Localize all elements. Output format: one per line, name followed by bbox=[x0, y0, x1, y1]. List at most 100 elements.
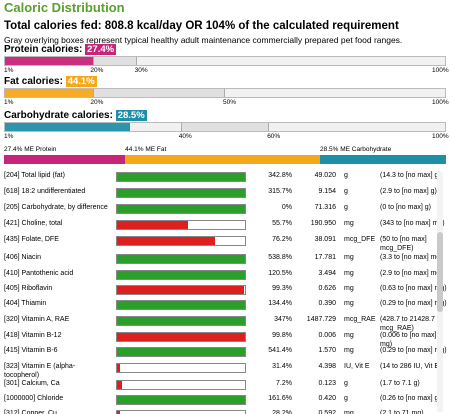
nutrient-range: (3.3 to [no max] mg) bbox=[380, 254, 443, 261]
nutrient-bar-fill bbox=[117, 221, 189, 229]
nutrient-unit: mg bbox=[344, 285, 354, 292]
nutrient-range: (2.9 to [no max] mg) bbox=[380, 270, 443, 277]
nutrient-range: (1.7 to 7.1 g) bbox=[380, 380, 420, 387]
nutrient-unit: mg bbox=[344, 332, 354, 339]
ratio-segment bbox=[320, 155, 446, 164]
typical-range-box bbox=[93, 57, 137, 65]
nutrient-range: (0.26 to [no max] g) bbox=[380, 395, 441, 402]
nutrient-bar bbox=[116, 363, 246, 373]
macro-bar-track bbox=[4, 122, 446, 132]
nutrient-bar bbox=[116, 316, 246, 326]
nutrient-name: [418] Vitamin B-12 bbox=[4, 332, 62, 339]
section-label-text: Carbohydrate calories: bbox=[4, 110, 116, 121]
nutrient-range: (0 to [no max] g) bbox=[380, 204, 431, 211]
nutrient-range: (0.29 to [no max] mg) bbox=[380, 347, 447, 354]
nutrient-percent: 541.4% bbox=[268, 347, 292, 354]
axis-tick-label: 30% bbox=[134, 67, 148, 74]
section-label: Carbohydrate calories: 28.5% bbox=[4, 110, 147, 121]
nutrient-amount: 3.494 bbox=[318, 270, 336, 277]
nutrient-percent: 99.8% bbox=[272, 332, 292, 339]
nutrient-unit: g bbox=[344, 188, 348, 195]
nutrient-percent: 7.2% bbox=[276, 380, 292, 387]
calorie-summary: Total calories fed: 808.8 kcal/day OR 10… bbox=[4, 20, 399, 32]
nutrient-bar bbox=[116, 332, 246, 342]
nutrient-range: (2.9 to [no max] g) bbox=[380, 188, 437, 195]
nutrient-unit: g bbox=[344, 172, 348, 179]
nutrient-percent: 55.7% bbox=[272, 220, 292, 227]
nutrient-bar-fill bbox=[117, 317, 245, 325]
macro-bar-fill bbox=[5, 57, 126, 65]
ratio-label: 27.4% ME Protein bbox=[4, 146, 57, 153]
nutrient-unit: mcg_DFE bbox=[344, 236, 376, 243]
nutrient-bar bbox=[116, 300, 246, 310]
axis-tick-label: 50% bbox=[223, 99, 237, 106]
nutrient-bar bbox=[116, 204, 246, 214]
nutrient-percent: 315.7% bbox=[268, 188, 292, 195]
nutrient-name: [410] Pantothenic acid bbox=[4, 270, 74, 277]
nutrient-bar-fill bbox=[117, 381, 123, 389]
range-note: Gray overlying boxes represent typical h… bbox=[4, 35, 403, 45]
typical-range-box bbox=[93, 89, 225, 97]
axis-tick-label: 60% bbox=[267, 133, 281, 140]
nutrient-amount: 0.420 bbox=[318, 395, 336, 402]
nutrient-name: [312] Copper, Cu bbox=[4, 410, 57, 414]
nutrient-name: [415] Vitamin B-6 bbox=[4, 347, 58, 354]
nutrient-name: [320] Vitamin A, RAE bbox=[4, 316, 70, 323]
nutrient-bar bbox=[116, 285, 246, 295]
nutrient-name: [205] Carbohydrate, by difference bbox=[4, 204, 108, 211]
section-label-text: Fat calories: bbox=[4, 76, 66, 87]
scrollbar[interactable] bbox=[437, 172, 443, 412]
ratio-label: 44.1% ME Fat bbox=[125, 146, 167, 153]
nutrient-percent: 161.6% bbox=[268, 395, 292, 402]
scrollbar-thumb[interactable] bbox=[437, 232, 443, 312]
nutrient-bar-fill bbox=[117, 255, 245, 263]
nutrient-bar-fill bbox=[117, 189, 245, 197]
nutrient-range: (343 to [no max] mg) bbox=[380, 220, 445, 227]
nutrient-bar-fill bbox=[117, 364, 120, 372]
nutrient-amount: 49.020 bbox=[314, 172, 336, 179]
nutrient-amount: 1.570 bbox=[318, 347, 336, 354]
nutrient-amount: 0.006 bbox=[318, 332, 336, 339]
typical-range-box bbox=[181, 123, 269, 131]
nutrient-amount: 1487.729 bbox=[306, 316, 336, 323]
nutrient-amount: 0.390 bbox=[318, 300, 336, 307]
axis-tick-label: 20% bbox=[90, 67, 104, 74]
percent-badge: 28.5% bbox=[115, 110, 147, 121]
axis-tick-label: 1% bbox=[4, 99, 14, 106]
nutrient-range: (0.63 to [no max] mg) bbox=[380, 285, 447, 292]
nutrient-bar-fill bbox=[117, 237, 215, 245]
nutrient-name: [404] Thiamin bbox=[4, 300, 47, 307]
nutrient-amount: 0.123 bbox=[318, 380, 336, 387]
axis-tick-label: 1% bbox=[4, 67, 14, 74]
nutrient-bar bbox=[116, 220, 246, 230]
nutrient-unit: mcg_RAE bbox=[344, 316, 376, 323]
section-label: Fat calories: 44.1% bbox=[4, 76, 97, 87]
nutrient-bar-fill bbox=[117, 301, 245, 309]
nutrient-unit: mg bbox=[344, 254, 354, 261]
nutrient-amount: 190.950 bbox=[310, 220, 336, 227]
nutrient-unit: g bbox=[344, 204, 348, 211]
nutrient-percent: 0% bbox=[281, 204, 292, 211]
nutrient-range: (50 to [no max] mcg_DFE) bbox=[380, 236, 427, 252]
nutrient-name: [323] Vitamin E (alpha-tocopherol) bbox=[4, 363, 76, 379]
nutrient-bar-fill bbox=[117, 286, 245, 294]
nutrient-percent: 134.4% bbox=[268, 300, 292, 307]
nutrient-range: (14 to 286 IU, Vit E) bbox=[380, 363, 442, 370]
nutrient-amount: 0.626 bbox=[318, 285, 336, 292]
nutrient-bar bbox=[116, 172, 246, 182]
nutrient-bar bbox=[116, 236, 246, 246]
nutrient-unit: mg bbox=[344, 347, 354, 354]
nutrient-name: [435] Folate, DFE bbox=[4, 236, 59, 243]
nutrient-amount: 0.592 bbox=[318, 410, 336, 414]
nutrient-name: [421] Choline, total bbox=[4, 220, 63, 227]
ratio-label: 28.5% ME Carbohydrate bbox=[320, 146, 392, 153]
nutrient-bar bbox=[116, 395, 246, 405]
nutrient-amount: 9.154 bbox=[318, 188, 336, 195]
macro-bar-fill bbox=[5, 123, 131, 131]
percent-badge: 27.4% bbox=[85, 44, 117, 55]
ratio-segment bbox=[125, 155, 321, 164]
nutrient-bar bbox=[116, 347, 246, 357]
nutrient-name: [405] Riboflavin bbox=[4, 285, 53, 292]
nutrient-name: [301] Calcium, Ca bbox=[4, 380, 60, 387]
axis-tick-label: 20% bbox=[90, 99, 104, 106]
